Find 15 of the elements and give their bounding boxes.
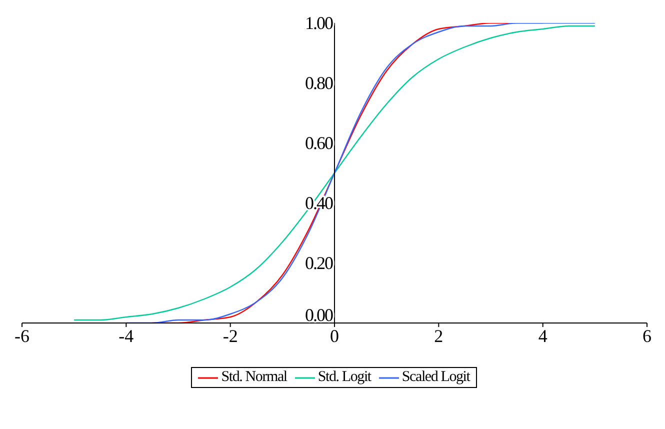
- y-tick-label: 0.60: [305, 133, 334, 153]
- x-tick-label: 6: [642, 326, 652, 346]
- y-tick-label: 0.00: [305, 305, 334, 325]
- x-tick-label: -6: [14, 326, 30, 346]
- legend-label: Scaled Logit: [402, 369, 470, 386]
- legend-label: Std. Logit: [318, 369, 371, 386]
- y-tick-label: 0.20: [305, 253, 334, 273]
- x-tick-label: -4: [118, 326, 134, 346]
- y-tick-label: 0.80: [305, 73, 334, 93]
- y-tick-label: 1.00: [305, 13, 334, 33]
- x-tick-label: 2: [434, 326, 444, 346]
- x-tick-label: -2: [222, 326, 238, 346]
- x-tick-label: 0: [330, 326, 339, 346]
- x-tick-label: 4: [538, 326, 548, 346]
- legend-label: Std. Normal: [221, 369, 287, 386]
